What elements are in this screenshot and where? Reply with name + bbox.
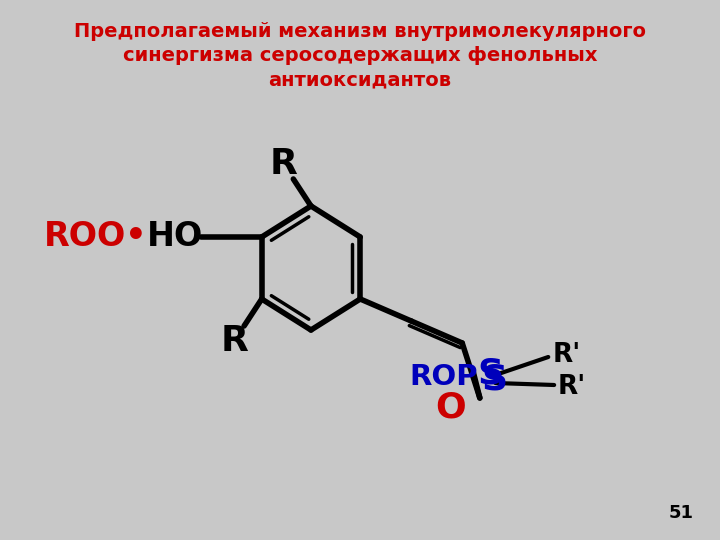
Text: 51: 51 <box>668 504 693 522</box>
Text: антиоксидантов: антиоксидантов <box>269 70 451 89</box>
Text: R': R' <box>552 342 580 368</box>
Text: R: R <box>269 147 297 181</box>
Text: ROP: ROP <box>409 363 477 391</box>
Text: O: O <box>435 390 466 424</box>
Text: R': R' <box>558 374 586 400</box>
Text: S: S <box>481 362 508 396</box>
Text: S: S <box>477 356 503 390</box>
Text: HO: HO <box>147 220 203 253</box>
Text: ROO•: ROO• <box>43 220 147 253</box>
Text: Предполагаемый механизм внутримолекулярного: Предполагаемый механизм внутримолекулярн… <box>74 22 646 41</box>
Text: синергизма серосодержащих фенольных: синергизма серосодержащих фенольных <box>122 46 598 65</box>
Text: R: R <box>220 324 248 358</box>
